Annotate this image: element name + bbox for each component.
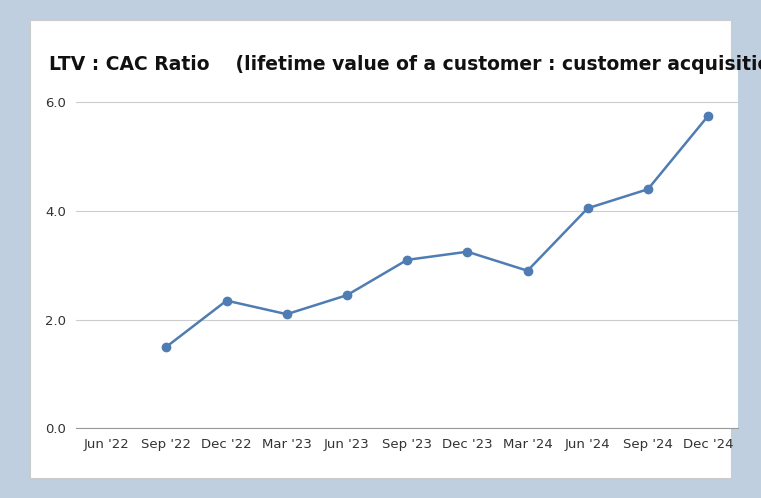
Text: LTV : CAC Ratio    (lifetime value of a customer : customer acquisition cost): LTV : CAC Ratio (lifetime value of a cus… [49,55,761,74]
